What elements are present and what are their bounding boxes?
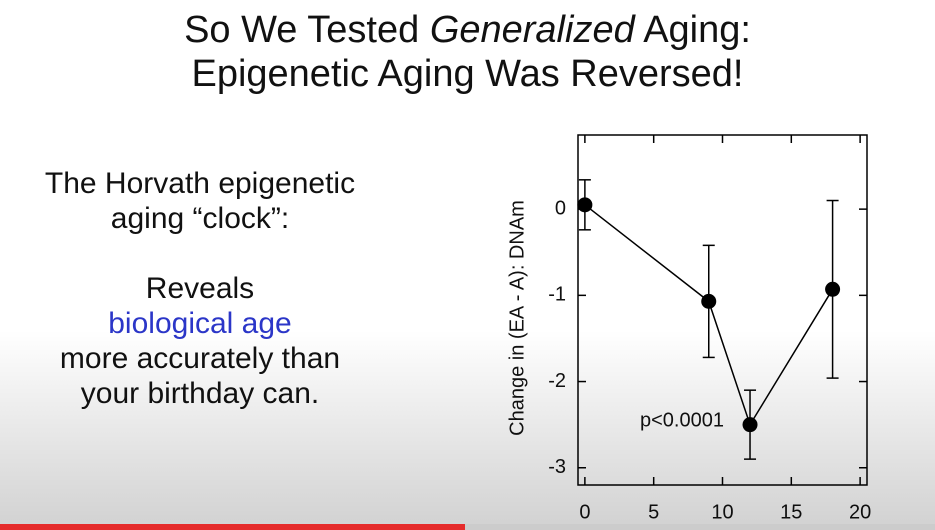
y-tick-label: 0 (555, 197, 566, 219)
x-tick-label: 10 (711, 501, 733, 523)
y-tick-label: -2 (548, 370, 566, 392)
x-tick-label: 5 (648, 501, 659, 523)
progress-fill (0, 524, 465, 530)
body-line: more accurately than (59, 342, 341, 375)
data-point (825, 281, 841, 297)
title-text: Aging: (643, 9, 751, 51)
body-text: The Horvath epigenetic aging “clock”: Re… (0, 166, 400, 411)
body-line: Reveals (145, 272, 255, 305)
title-text: So We Tested (184, 9, 420, 51)
body-line: your birthday can. (80, 377, 320, 410)
data-point (577, 197, 593, 213)
progress-bar[interactable] (0, 524, 935, 530)
x-tick-label: 0 (579, 501, 590, 523)
x-tick-label: 15 (780, 501, 802, 523)
slide-title: So We Tested Generalized Aging: Epigenet… (0, 8, 935, 96)
title-line: Epigenetic Aging Was Reversed! (191, 53, 744, 95)
plot-frame (577, 134, 868, 486)
body-line: aging “clock”: (110, 202, 290, 235)
data-point (742, 417, 758, 433)
y-axis-label: Change in (EA - A): DNAm (506, 200, 528, 436)
body-line: biological age (108, 307, 292, 340)
y-tick-label: -1 (548, 284, 566, 306)
title-text: Generalized (429, 9, 635, 51)
annotation: p<0.0001 (640, 409, 724, 431)
x-tick-label: 20 (849, 501, 871, 523)
data-line (584, 204, 834, 427)
title-line: So We Tested Generalized Aging: (0, 8, 935, 52)
data-point (701, 293, 717, 309)
y-tick-label: -3 (548, 456, 566, 478)
body-line: The Horvath epigenetic (44, 167, 356, 200)
